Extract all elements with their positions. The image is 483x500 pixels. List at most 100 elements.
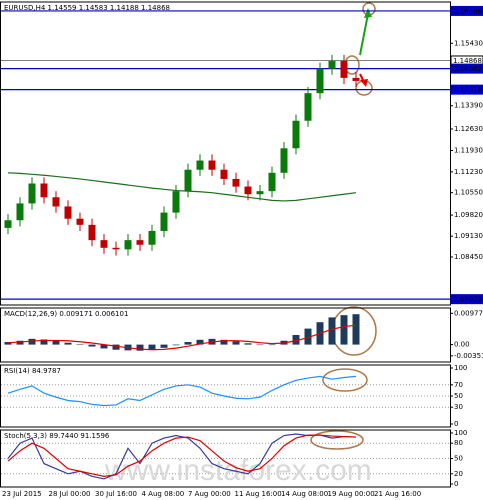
x-tick-label: 14 Aug 08:00 [281, 490, 328, 498]
level-box [450, 84, 483, 95]
y-tick-label: 50 [454, 392, 463, 400]
watermark: www.instaforex.com [104, 454, 372, 487]
y-tick-label: 100 [454, 429, 467, 437]
down-arrow-head [360, 79, 368, 87]
y-tick-label: 0 [454, 420, 458, 428]
x-tick-label: 23 Jul 2015 [2, 490, 42, 498]
candle-body [316, 68, 324, 94]
macd-bar [64, 342, 72, 345]
indicator-line [7, 172, 357, 202]
y-tick-label: 30 [454, 403, 463, 411]
level-box [450, 294, 483, 305]
y-tick-label: 1.08450 [454, 253, 483, 261]
macd-bar [160, 344, 168, 348]
candle-body [112, 247, 120, 250]
macd-bar [4, 342, 12, 345]
candle-body [160, 212, 168, 231]
y-tick-label: 80 [454, 439, 463, 447]
panel-title: EURUSD,H4 1.14559 1.14583 1.14188 1.1486… [4, 4, 170, 12]
candle-body [88, 224, 96, 241]
candle-body [76, 218, 84, 225]
indicator-line [7, 375, 357, 407]
y-tick-label: 1.12630 [454, 125, 483, 133]
indicator-line [7, 433, 357, 480]
macd-bar [232, 341, 240, 345]
y-tick-label: 1.10550 [454, 189, 483, 197]
macd-bar [28, 338, 36, 345]
indicator-line [7, 324, 357, 351]
macd-bar [136, 344, 144, 351]
macd-bar [352, 314, 360, 345]
y-tick-label: 100 [454, 364, 467, 372]
y-tick-label: 1.09130 [454, 232, 483, 240]
circle-annotation [322, 368, 368, 392]
x-tick-label: 30 Jul 16:00 [95, 490, 137, 498]
y-tick-label: 1.11930 [454, 146, 483, 154]
macd-bar [100, 344, 108, 349]
candle-body [16, 203, 24, 221]
candle-body [184, 169, 192, 192]
level-label: 1.13916 [453, 86, 482, 94]
y-tick-label: 1.13390 [454, 102, 483, 110]
circle-annotation [310, 430, 364, 450]
macd-bar [244, 343, 252, 345]
candle-body [40, 183, 48, 198]
macd-bar [172, 344, 180, 346]
macd-bar [340, 315, 348, 345]
y-tick-label: 1.15430 [454, 39, 483, 47]
x-tick-label: 19 Aug 00:00 [328, 490, 375, 498]
macd-bar [16, 340, 24, 345]
candle-body [208, 160, 216, 170]
candle-body [268, 172, 276, 192]
macd-bar [88, 344, 96, 347]
macd-bar [196, 339, 204, 345]
level-label: 1.07073 [453, 296, 482, 304]
panel-title: RSI(14) 84.9787 [4, 367, 61, 375]
candle-body [172, 191, 180, 213]
y-tick-label: 50 [454, 455, 463, 463]
panel-frame [0, 307, 451, 363]
level-box [450, 5, 483, 16]
candle-body [232, 178, 240, 187]
macd-bar [184, 342, 192, 345]
candle-body [124, 240, 132, 250]
candle-body [136, 240, 144, 245]
level-label: 1.14868 [453, 57, 482, 65]
candle-body [304, 93, 312, 121]
level-label: 1.14602 [453, 65, 482, 73]
y-tick-label: 0.00 [454, 341, 470, 349]
y-tick-label: 20 [454, 470, 463, 478]
x-tick-label: 28 Jul 00:00 [49, 490, 91, 498]
candle-body [100, 240, 108, 248]
panel-frame [0, 1, 451, 306]
y-tick-label: 0.009775 [454, 309, 483, 317]
candle-body [220, 169, 228, 179]
macd-bar [256, 344, 264, 346]
x-tick-label: 4 Aug 08:00 [142, 490, 185, 498]
candle-body [196, 160, 204, 170]
up-arrow [359, 13, 369, 56]
candle-body [256, 191, 264, 195]
candle-body [328, 61, 336, 69]
y-tick-label: 70 [454, 381, 463, 389]
macd-bar [76, 344, 84, 345]
macd-bar [40, 339, 48, 345]
macd-bar [220, 339, 228, 345]
candle-body [244, 186, 252, 195]
candle-body [148, 230, 156, 245]
candle-body [352, 77, 360, 81]
candle-body [52, 197, 60, 207]
x-tick-label: 21 Aug 16:00 [374, 490, 421, 498]
macd-bar [328, 317, 336, 345]
macd-bar [268, 344, 276, 346]
candle-body [292, 120, 300, 149]
level-label: 1.16486 [453, 7, 482, 15]
candle-body [28, 183, 36, 204]
up-arrow-head [364, 8, 372, 18]
candle-body [280, 148, 288, 173]
macd-bar [148, 344, 156, 350]
macd-bar [52, 340, 60, 345]
panel-title: MACD(12,26,9) 0.009171 0.006101 [4, 310, 128, 318]
y-tick-label: -0.00351 [454, 352, 483, 360]
